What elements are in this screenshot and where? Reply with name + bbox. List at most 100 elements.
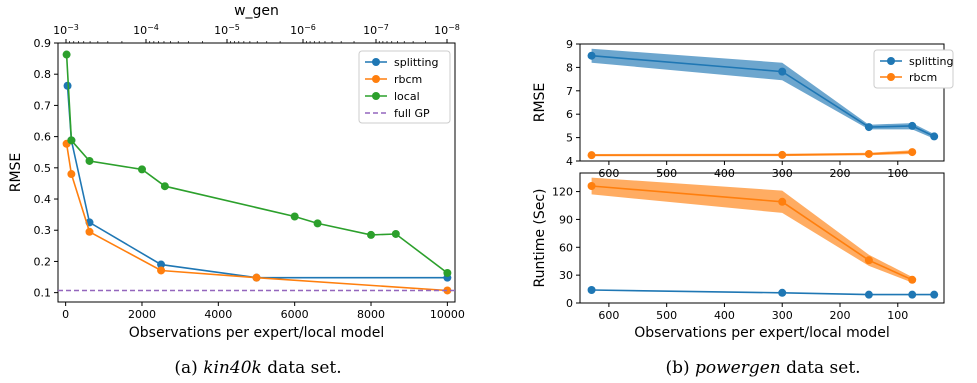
chart-a-legend-label-full-gp: full GP (394, 107, 430, 120)
chart-a-point-rbcm (443, 286, 452, 295)
chart-b-panel-2-ytick-label: 90 (559, 213, 573, 226)
chart-a-xtick-label: 2000 (128, 308, 156, 321)
chart-b-panel-2-point-rbcm (908, 275, 917, 284)
caption-b-dataset: powergen (695, 358, 781, 378)
chart-a-ytick-label: 0.3 (34, 224, 52, 237)
chart-b-panel-2-line-splitting (591, 289, 935, 296)
chart-a-top-tick-label: 10−8 (434, 23, 460, 37)
chart-a-point-rbcm (85, 227, 94, 236)
chart-a-point-local (67, 136, 76, 145)
chart-a-line-local (65, 54, 448, 274)
chart-b-panel-2-ylabel: Runtime (Sec) (532, 188, 548, 287)
chart-b-panel-1-point-rbcm (908, 148, 917, 157)
chart-b-panel-2-line-rbcm (591, 185, 913, 281)
chart-a-point-local (290, 212, 299, 221)
chart-b-panel-2-xtick-label: 200 (830, 309, 851, 322)
chart-b-panel-1-ytick-label: 5 (566, 132, 573, 145)
chart-b-panel-2-xtick-label: 100 (887, 309, 908, 322)
chart-b-legend-label-rbcm: rbcm (909, 71, 937, 84)
chart-b-panel-1-point-splitting (778, 67, 787, 76)
chart-b-panel-1-point-splitting (908, 121, 917, 130)
caption-b: (b) powergen data set. (665, 358, 860, 378)
chart-a-ytick-label: 0.7 (34, 99, 52, 112)
chart-b-panel-2-point-rbcm (864, 256, 873, 265)
chart-a-point-local (62, 50, 71, 59)
chart-b-panel-2-ytick-label: 60 (559, 241, 573, 254)
caption-a: (a) kin40k data set. (174, 358, 341, 378)
chart-b-panel-2-point-rbcm (587, 182, 596, 190)
chart-a-ytick-label: 0.5 (34, 162, 52, 175)
chart-a-point-local (160, 182, 169, 191)
chart-a-xtick-label: 6000 (281, 308, 309, 321)
chart-b-panel-1-line-rbcm (591, 151, 913, 156)
chart-b-panel-2-xtick-label: 300 (772, 309, 793, 322)
chart-b-panel-2-point-splitting (587, 286, 596, 294)
chart-b-panel-1-point-splitting (864, 123, 873, 132)
chart-a-point-rbcm (67, 170, 76, 179)
chart-b-panel-2-point-rbcm (778, 197, 787, 206)
chart-a-point-local (391, 229, 400, 238)
chart-a-xtick-label: 4000 (204, 308, 232, 321)
chart-a-legend-label-splitting: splitting (394, 56, 438, 69)
caption-a-suffix: data set. (262, 358, 342, 378)
chart-b-legend-label-splitting: splitting (909, 55, 953, 68)
chart-b-panel-2-ytick-label: 0 (566, 297, 573, 310)
chart-a-point-rbcm (252, 273, 261, 282)
chart-a-xlabel: Observations per expert/local model (129, 325, 384, 341)
chart-a-ytick-label: 0.4 (34, 193, 52, 206)
caption-b-prefix: (b) (665, 358, 695, 378)
caption-a-dataset: kin40k (203, 358, 262, 378)
chart-b-legend-marker-splitting (887, 57, 895, 65)
chart-b-panel-2-ytick-label: 120 (552, 186, 573, 199)
chart-a-xtick-label: 0 (62, 308, 69, 321)
chart-b-panel-1-frame (579, 43, 945, 162)
chart-b-panel-2-point-splitting (864, 290, 873, 299)
chart-a-legend-label-local: local (394, 90, 420, 103)
chart-a-top-tick-label: 10−7 (363, 23, 389, 37)
chart-a-point-rbcm (157, 266, 166, 275)
chart-b-panel-1-point-rbcm (778, 150, 787, 159)
chart-b-panel-1-point-rbcm (864, 149, 873, 158)
chart-b-panel-1-ylabel: RMSE (532, 83, 548, 123)
chart-a-legend-marker-rbcm (372, 75, 380, 83)
chart-b-panel-2-xtick-label: 400 (714, 309, 735, 322)
chart-a-ytick-label: 0.8 (34, 68, 52, 81)
chart-a-legend-marker-local (372, 92, 380, 100)
chart-b-panel-1-ytick-label: 4 (566, 155, 573, 168)
chart-a-legend-label-rbcm: rbcm (394, 73, 422, 86)
chart-b-panel-2-frame (579, 172, 945, 304)
chart-b-panel-1-point-rbcm (587, 151, 596, 160)
chart-b-panel-2-xtick-label: 600 (598, 309, 619, 322)
chart-a-point-local (443, 268, 452, 277)
chart-b-panel-1-band-splitting (591, 48, 935, 139)
chart-b-panel-2-xtick-label: 500 (656, 309, 677, 322)
chart-a-ytick-label: 0.1 (34, 287, 52, 300)
chart-a-top-tick-label: 10−6 (290, 23, 316, 37)
chart-b-panel-1-ytick-label: 9 (566, 38, 573, 51)
chart-a-point-local (85, 156, 94, 165)
chart-a-top-tick-label: 10−3 (53, 23, 79, 37)
chart-b-panel-2-band-rbcm (591, 177, 913, 283)
chart-b-panel-1-point-splitting (587, 51, 596, 60)
chart-a-point-splitting (63, 81, 72, 90)
caption-b-suffix: data set. (781, 358, 861, 378)
chart-b-panel-1-point-splitting (930, 132, 939, 141)
chart-a-legend-marker-splitting (372, 58, 380, 66)
chart-b-xlabel: Observations per expert/local model (634, 325, 889, 341)
chart-a-frame (57, 42, 456, 303)
chart-b-panel-1-ytick-label: 8 (566, 61, 573, 74)
chart-b-panel-2-point-splitting (778, 288, 787, 297)
chart-a-top-tick-label: 10−4 (133, 23, 159, 37)
chart-b-panel-2-ytick-label: 30 (559, 269, 573, 282)
chart-a-top-tick-label: 10−5 (214, 23, 240, 37)
chart-a-line-rbcm (65, 143, 448, 292)
chart-b-panel-2-point-splitting (930, 290, 939, 299)
chart-a-ytick-label: 0.2 (34, 255, 52, 268)
chart-a-ytick-label: 0.6 (34, 131, 52, 144)
chart-a-legend (358, 50, 451, 124)
chart-b-panel-2-point-splitting (908, 290, 917, 299)
chart-a-ylabel: RMSE (8, 153, 24, 193)
chart-a-xtick-label: 8000 (357, 308, 385, 321)
chart-a-xtick-label: 10000 (430, 308, 465, 321)
